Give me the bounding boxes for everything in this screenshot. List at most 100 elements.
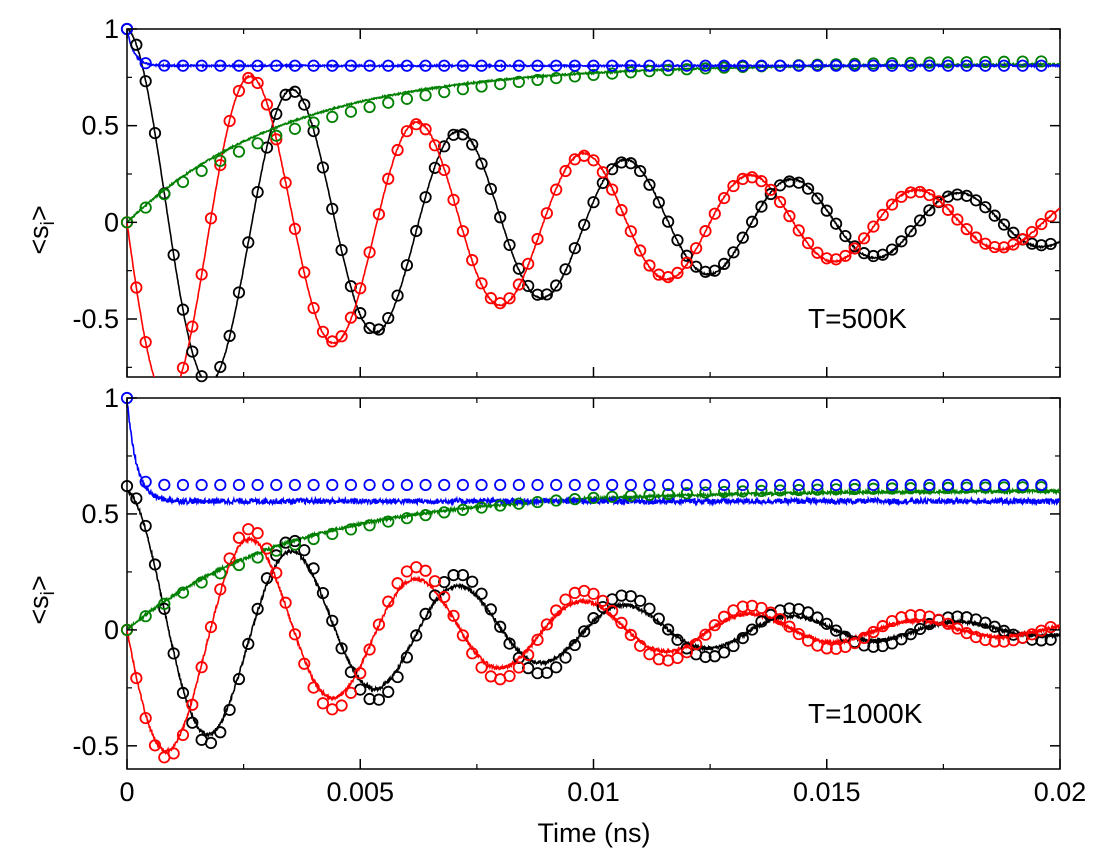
marker-black — [718, 257, 731, 270]
marker-red — [428, 575, 441, 588]
ylabel-bottom-main: <s — [24, 595, 54, 624]
marker-green — [606, 490, 619, 503]
marker-red — [428, 139, 441, 152]
marker-black — [811, 611, 824, 624]
marker-blue — [270, 59, 283, 72]
marker-red — [503, 669, 516, 683]
marker-black — [494, 211, 507, 224]
marker-red — [764, 183, 777, 196]
marker-green — [176, 175, 190, 189]
y-tick-label: 0.5 — [81, 111, 119, 141]
marker-black — [988, 209, 1001, 222]
marker-black — [578, 218, 591, 231]
marker-red — [596, 594, 609, 607]
marker-green — [979, 55, 992, 69]
marker-red — [680, 646, 693, 659]
marker-green — [960, 56, 973, 69]
marker-black — [531, 288, 544, 301]
marker-blue — [1016, 478, 1029, 492]
marker-black — [624, 590, 637, 603]
marker-green — [363, 100, 376, 114]
marker-green — [214, 154, 227, 167]
marker-blue — [344, 478, 358, 492]
marker-red — [512, 661, 525, 674]
marker-black — [400, 651, 413, 664]
marker-red — [503, 292, 516, 305]
marker-red — [699, 225, 712, 238]
marker-red — [531, 232, 544, 246]
marker-green — [662, 64, 675, 77]
marker-red — [382, 595, 395, 608]
marker-red — [904, 186, 917, 199]
marker-red — [419, 123, 432, 136]
marker-blue — [680, 478, 693, 492]
marker-red — [923, 188, 936, 202]
marker-blue — [288, 59, 302, 72]
marker-blue — [438, 59, 451, 72]
marker-black — [699, 650, 712, 664]
marker-black — [969, 194, 983, 207]
marker-red — [456, 629, 469, 642]
y-tick-label: -0.5 — [72, 731, 119, 761]
marker-blue — [587, 59, 600, 72]
marker-red — [690, 242, 703, 255]
marker-blue — [195, 59, 208, 72]
marker-black — [671, 234, 684, 247]
marker-green — [680, 63, 693, 76]
marker-blue — [382, 59, 395, 72]
marker-blue — [176, 478, 190, 492]
marker-blue — [494, 478, 507, 492]
marker-red — [848, 242, 861, 255]
marker-red — [410, 118, 423, 131]
marker-black — [214, 360, 227, 374]
marker-green — [456, 83, 469, 96]
marker-blue — [251, 59, 264, 72]
marker-black — [223, 703, 236, 716]
panel-top-500k: -0.5 0 0.5 1 T=500K <si> — [24, 14, 1061, 383]
marker-black — [634, 164, 647, 178]
marker-black — [587, 196, 600, 209]
marker-black — [167, 248, 180, 261]
marker-red — [484, 292, 497, 305]
marker-blue — [829, 59, 843, 72]
marker-green — [587, 68, 600, 82]
marker-red — [1007, 238, 1020, 251]
marker-black — [167, 647, 180, 660]
marker-black — [372, 323, 386, 336]
marker-red — [932, 195, 945, 208]
marker-red — [680, 256, 693, 269]
marker-black — [158, 602, 171, 615]
marker-black — [550, 279, 563, 292]
marker-black — [475, 157, 488, 170]
marker-black — [708, 264, 721, 277]
marker-blue — [643, 478, 656, 492]
marker-red — [951, 213, 964, 226]
marker-black — [568, 242, 581, 255]
marker-red — [624, 628, 637, 642]
marker-red — [438, 163, 451, 177]
marker-red — [130, 281, 143, 294]
marker-red — [951, 622, 964, 635]
marker-green — [176, 586, 190, 599]
marker-black — [979, 201, 992, 214]
marker-blue — [680, 59, 693, 72]
marker-blue — [363, 59, 376, 72]
marker-black — [652, 196, 665, 209]
marker-green — [494, 499, 507, 512]
marker-blue — [885, 478, 899, 492]
marker-green — [568, 493, 581, 506]
marker-black — [801, 606, 815, 619]
marker-black — [578, 625, 591, 638]
marker-blue — [960, 478, 973, 492]
marker-green — [867, 482, 880, 495]
marker-red — [186, 698, 199, 711]
marker-green — [606, 67, 619, 80]
marker-red — [792, 627, 805, 641]
marker-red — [335, 330, 348, 343]
marker-blue — [326, 59, 339, 72]
marker-black — [494, 620, 507, 633]
marker-red — [307, 301, 320, 315]
marker-red — [298, 266, 311, 279]
marker-red — [708, 207, 721, 220]
marker-black — [251, 186, 264, 199]
